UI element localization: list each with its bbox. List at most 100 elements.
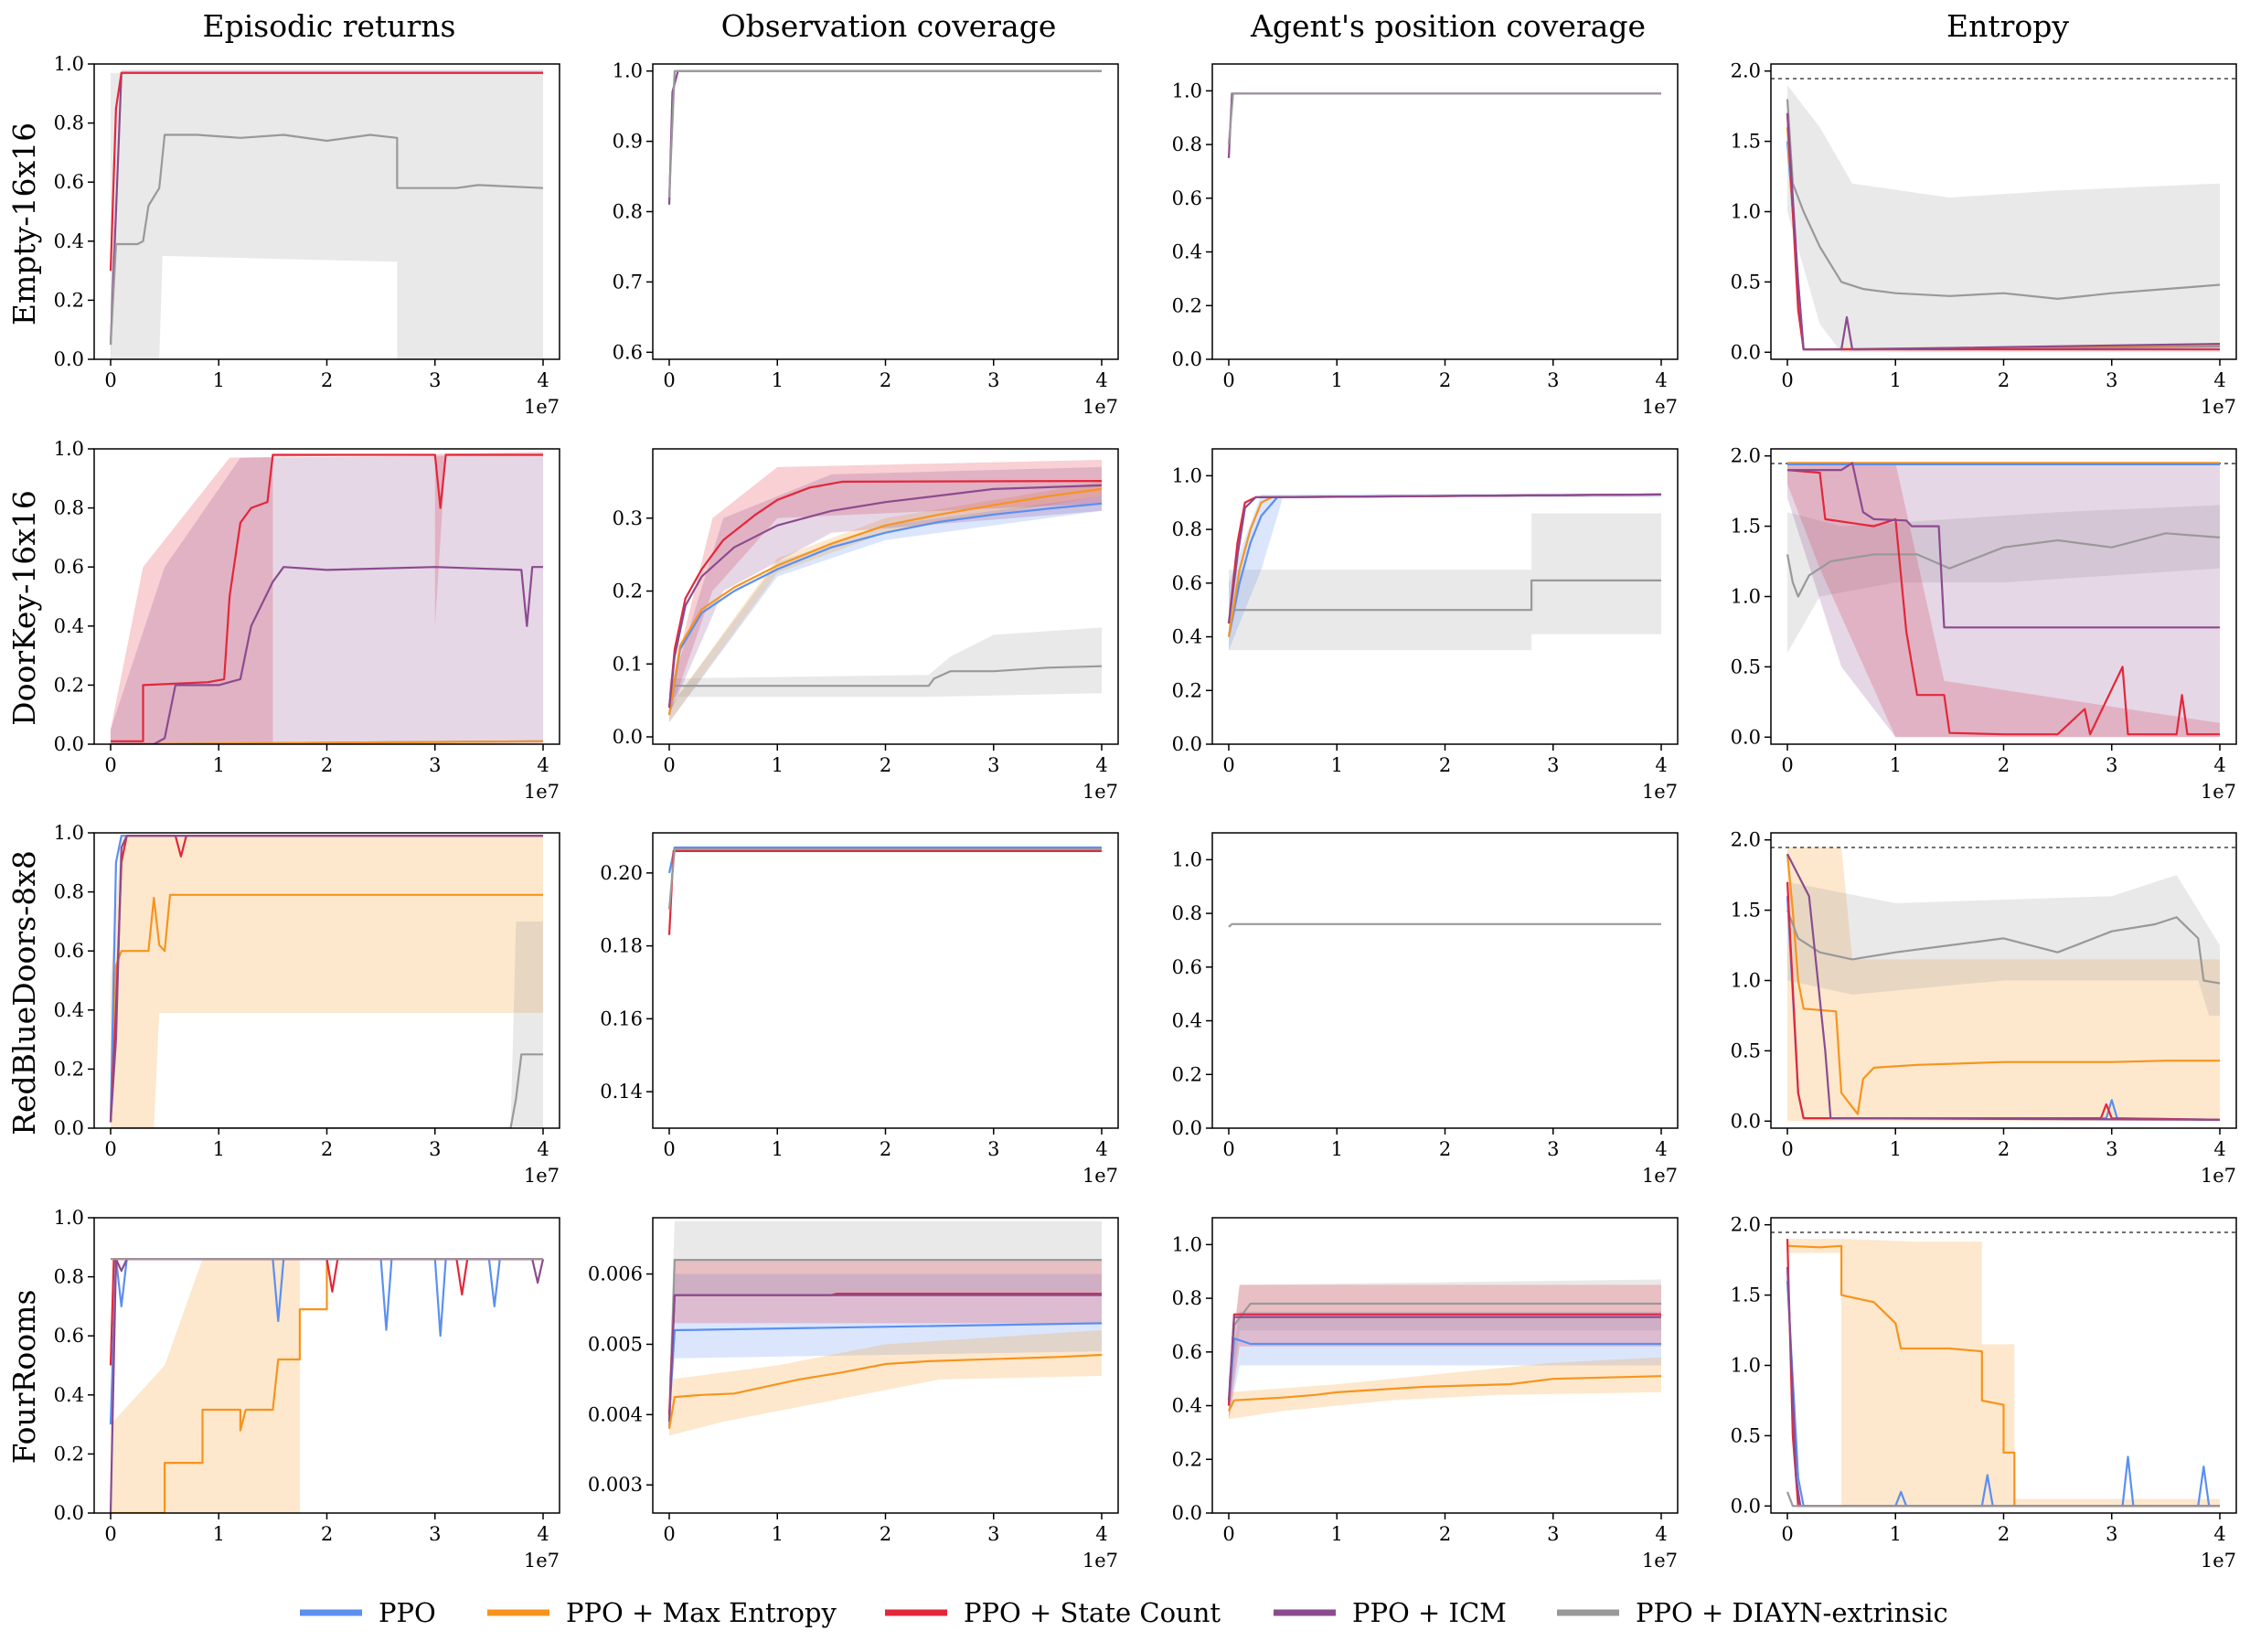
panel-r1-c1: 0.0 0.1 0.2 0.3 0 1 2 3 4 1e7 [613,448,1119,803]
y-tick-label: 1.0 [1172,848,1202,870]
y-tick-label: 0.0 [1731,341,1761,363]
x-tick-label: 3 [429,1138,441,1160]
x-exponent-label: 1e7 [2201,781,2236,803]
x-exponent-label: 1e7 [1082,396,1118,418]
panel-r3-c2: 0.0 0.2 0.4 0.6 0.8 1.0 0 1 2 3 4 1e7 [1172,1217,1679,1572]
x-tick-label: 3 [429,1523,441,1545]
series-line-ppo-diayn-extrinsic [1228,922,1661,928]
panels-layer: 0.0 0.2 0.4 0.6 0.8 1.0 0 1 2 3 4 1e7 0.6 0.7 0.8 0.9 1.… [54,53,2237,1572]
x-tick-label: 1 [1890,1523,1902,1545]
band-ppo-state-count [669,1260,1102,1415]
panel-r0-c0: 0.0 0.2 0.4 0.6 0.8 1.0 0 1 2 3 4 1e7 [54,53,560,418]
y-tick-label: 0.0 [1731,1110,1761,1132]
x-tick-label: 2 [1998,754,2010,776]
y-tick-label: 0.006 [588,1263,643,1285]
band-ppo-icm [669,466,1102,716]
y-tick-label: 0.5 [1731,1424,1761,1446]
series-line-ppo-max-entropy [1786,1244,2220,1508]
x-exponent-label: 1e7 [524,1165,560,1187]
band-ppo-max-entropy [669,481,1102,723]
x-tick-label: 0 [1781,1523,1793,1545]
column-title-position-coverage: Agent's position coverage [1250,8,1646,44]
series-line-ppo-diayn-extrinsic [1786,1491,2220,1508]
y-tick-label: 0.14 [600,1081,643,1103]
y-tick-label: 0.6 [54,171,84,193]
y-tick-label: 0.7 [613,271,643,293]
column-title-entropy: Entropy [1946,8,2069,44]
y-tick-label: 0.0 [54,733,84,755]
y-tick-label: 1.0 [54,53,84,75]
y-tick-label: 1.5 [1731,516,1761,538]
y-tick-label: 0.2 [1172,1063,1202,1085]
plot-area [1771,462,2236,738]
band-ppo-max-entropy [1787,1239,2220,1507]
y-tick-label: 0.8 [54,1266,84,1288]
y-tick-label: 0.4 [54,1384,84,1406]
band-ppo-diayn-extrinsic [111,72,543,359]
band-ppo [1229,493,1661,651]
series-line-ppo-icm [667,69,1102,205]
band-ppo-diayn-extrinsic [669,1220,1102,1429]
panel-r3-c3: 0.0 0.5 1.0 1.5 2.0 0 1 2 3 4 1e7 [1731,1214,2237,1572]
column-title-episodic-returns: Episodic returns [202,8,455,44]
titles-layer: Episodic returns Observation coverage Ag… [6,8,2069,1464]
x-tick-label: 4 [1095,369,1107,391]
y-tick-label: 0.8 [1172,518,1202,540]
y-tick-label: 0.6 [54,556,84,578]
x-tick-label: 1 [772,369,784,391]
x-tick-label: 1 [772,1523,784,1545]
y-tick-label: 0.2 [54,1443,84,1465]
series-line-ppo-diayn-extrinsic [667,847,1102,910]
x-tick-label: 3 [2106,1523,2117,1545]
x-tick-label: 2 [1998,1138,2010,1160]
x-exponent-label: 1e7 [2201,1165,2236,1187]
y-tick-label: 1.0 [54,1207,84,1229]
series-line-ppo [109,1258,543,1425]
series-line-ppo-icm [1227,92,1661,158]
band-ppo-state-count [111,452,543,744]
y-tick-label: 0.1 [613,653,643,675]
x-exponent-label: 1e7 [524,781,560,803]
series-line-ppo-max-entropy [1228,1375,1662,1412]
plot-area [667,846,1102,935]
y-tick-label: 0.6 [1172,1341,1202,1363]
x-tick-label: 4 [1655,1138,1667,1160]
band-ppo-max-entropy [669,1330,1102,1436]
y-tick-label: 0.8 [54,497,84,519]
plot-area [1227,92,1661,158]
plot-area [667,1220,1103,1436]
series-line-ppo-icm [111,566,543,744]
series-line-ppo-state-count [667,849,1102,935]
legend-label-diayn: PPO + DIAYN-extrinsic [1636,1597,1948,1628]
series-line-ppo-diayn-extrinsic [1227,92,1661,145]
x-tick-label: 4 [2213,1523,2225,1545]
legend-label-ppo: PPO [379,1597,436,1628]
y-tick-label: 0.4 [1172,1395,1202,1417]
x-tick-label: 0 [1222,1523,1234,1545]
axes-frame [1211,832,1679,1129]
x-tick-label: 4 [1655,754,1667,776]
y-tick-label: 0.8 [613,201,643,223]
x-tick-label: 1 [1890,754,1902,776]
y-tick-label: 1.0 [1731,201,1761,223]
y-tick-label: 0.6 [54,1325,84,1347]
x-tick-label: 1 [1331,1523,1343,1545]
y-tick-label: 0.0 [1731,726,1761,748]
band-ppo [1229,1311,1661,1420]
x-tick-label: 1 [1890,369,1902,391]
x-tick-label: 3 [2106,1138,2117,1160]
x-tick-label: 4 [1655,1523,1667,1545]
x-exponent-label: 1e7 [1642,781,1678,803]
x-tick-label: 4 [1095,754,1107,776]
series-line-ppo-diayn-extrinsic [1786,910,2221,985]
x-tick-label: 4 [1655,369,1667,391]
x-tick-label: 2 [1439,1138,1451,1160]
y-tick-label: 0.2 [54,1058,84,1080]
panel-r2-c3: 0.0 0.5 1.0 1.5 2.0 0 1 2 3 4 1e7 [1731,829,2237,1187]
y-tick-label: 0.6 [1172,956,1202,978]
y-tick-label: 0.004 [588,1403,643,1425]
x-tick-label: 4 [537,369,549,391]
panel-r3-c0: 0.0 0.2 0.4 0.6 0.8 1.0 0 1 2 3 4 1e7 [54,1207,560,1572]
band-ppo-icm [1787,463,2220,738]
y-tick-label: 1.0 [613,60,643,82]
